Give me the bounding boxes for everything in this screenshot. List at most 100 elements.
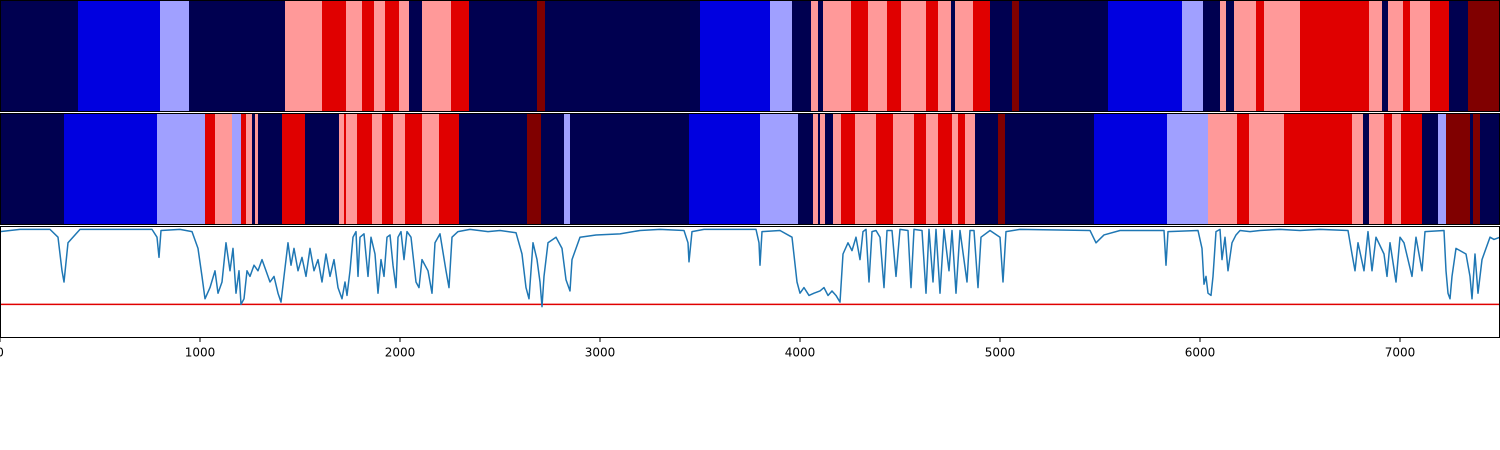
strip-segment <box>1392 113 1402 225</box>
strip-segment <box>825 113 834 225</box>
strip-segment <box>339 113 345 225</box>
strip-segment <box>372 113 383 225</box>
strip-segment <box>255 113 259 225</box>
strip-segment <box>469 0 538 112</box>
strip-segment <box>689 113 761 225</box>
strip-segment <box>189 0 286 112</box>
strip-segment <box>1401 113 1423 225</box>
strip-segment <box>798 113 814 225</box>
strip-segment <box>1208 113 1238 225</box>
strip-segment <box>958 113 966 225</box>
strip-segment <box>541 113 565 225</box>
strip-segment <box>1005 113 1095 225</box>
strip-segment <box>926 113 939 225</box>
strip-segment <box>232 113 242 225</box>
strip-segment <box>813 113 819 225</box>
strip-segment <box>926 0 939 112</box>
strip-segment <box>344 113 347 225</box>
strip-segment <box>422 0 452 112</box>
strip-segment <box>868 0 888 112</box>
strip-segment <box>1480 113 1500 225</box>
strip-segment <box>1422 113 1439 225</box>
x-tick-label: 6000 <box>1185 346 1216 360</box>
strip-segment <box>1403 0 1411 112</box>
strip-segment <box>409 0 423 112</box>
strip-segment <box>1470 113 1474 225</box>
strip-segment <box>893 113 915 225</box>
strip-segment <box>241 113 247 225</box>
x-tick-label: 5000 <box>985 346 1016 360</box>
strip-segment <box>887 0 902 112</box>
strip-segment <box>1352 113 1364 225</box>
strip-segment <box>1410 0 1431 112</box>
strip-segment <box>1237 113 1250 225</box>
strip-segment <box>833 113 842 225</box>
strip-segment <box>760 113 799 225</box>
strip-segment <box>1182 0 1204 112</box>
strip-segment <box>1012 0 1020 112</box>
strip-segment <box>246 113 253 225</box>
strip-segment <box>346 113 358 225</box>
strip-segment <box>1369 113 1385 225</box>
strip-segment <box>570 113 690 225</box>
strip-segment <box>975 113 999 225</box>
strip-segment <box>374 0 386 112</box>
strip-segment <box>160 0 190 112</box>
strip-segment <box>357 113 373 225</box>
strip-segment <box>1430 0 1450 112</box>
strip-segment <box>818 0 824 112</box>
strip-segment <box>64 113 158 225</box>
strip-segment <box>305 113 340 225</box>
strip-segment <box>322 0 347 112</box>
strip-segment <box>901 0 927 112</box>
strip-segment <box>823 0 852 112</box>
strip-segment <box>1094 113 1168 225</box>
strip-segment <box>399 0 410 112</box>
strip-segment <box>1249 113 1285 225</box>
strip-segment <box>1369 0 1383 112</box>
strip-segment <box>818 113 821 225</box>
x-tick-label: 7000 <box>1385 346 1416 360</box>
strip-segment <box>346 0 363 112</box>
strip-segment <box>1438 113 1447 225</box>
x-tick-label: 2000 <box>385 346 416 360</box>
strip-segment <box>1468 0 1500 112</box>
strip-segment <box>451 0 470 112</box>
strip-segment <box>439 113 460 225</box>
x-tick-label: 4000 <box>785 346 816 360</box>
strip-segment <box>1449 0 1469 112</box>
strip-segment <box>157 113 206 225</box>
strip-segment <box>545 0 701 112</box>
strip-segment <box>1384 113 1393 225</box>
strip-segment <box>1382 0 1389 112</box>
strip-segment <box>1256 0 1265 112</box>
strip-segment <box>1473 113 1481 225</box>
strip-segment <box>1264 0 1301 112</box>
strip-segment <box>252 113 256 225</box>
strip-segment <box>792 0 812 112</box>
strip-segment <box>205 113 216 225</box>
strip-segment <box>965 113 976 225</box>
strip-segment <box>527 113 542 225</box>
strip-segment <box>1300 0 1370 112</box>
strip-segment <box>362 0 375 112</box>
strip-segment <box>405 113 423 225</box>
strip-segment <box>0 0 79 112</box>
strip-segment <box>282 113 306 225</box>
strip-segment <box>770 0 793 112</box>
strip-segment <box>564 113 571 225</box>
strip-segment <box>851 0 869 112</box>
strip-segment <box>1363 113 1370 225</box>
x-tick-label: 3000 <box>585 346 616 360</box>
strip-segment <box>955 0 974 112</box>
strip-segment <box>1226 0 1235 112</box>
strip-segment <box>938 113 953 225</box>
strip-segment <box>820 113 826 225</box>
strip-segment <box>855 113 877 225</box>
strip-segment <box>876 113 894 225</box>
x-tick-label: 0 <box>0 346 4 360</box>
strip-segment <box>459 113 528 225</box>
x-tick-label: 1000 <box>185 346 216 360</box>
strip-segment <box>938 0 952 112</box>
